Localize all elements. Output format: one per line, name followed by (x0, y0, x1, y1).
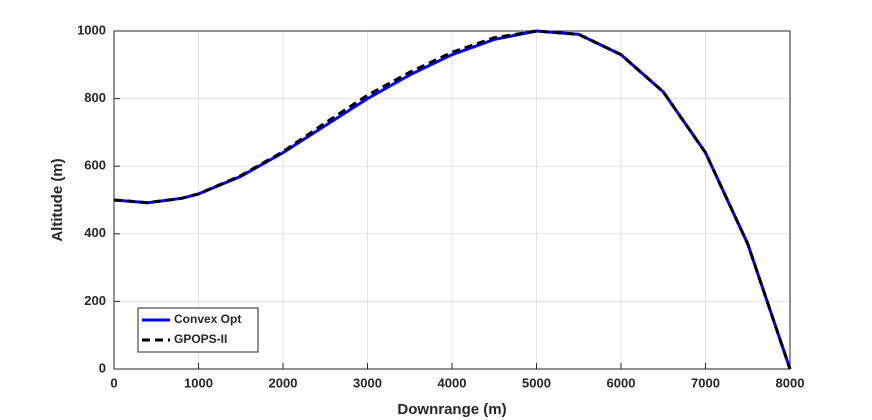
x-axis-label: Downrange (m) (397, 401, 506, 418)
y-tick-label: 0 (99, 360, 106, 375)
x-tick-label: 5000 (522, 375, 551, 390)
x-tick-label: 7000 (691, 375, 720, 390)
x-tick-label: 6000 (607, 375, 636, 390)
x-tick-label: 1000 (184, 375, 213, 390)
y-tick-label: 400 (84, 225, 106, 240)
x-tick-label: 2000 (269, 375, 298, 390)
legend-label: Convex Opt (174, 312, 241, 326)
y-tick-label: 1000 (77, 22, 106, 37)
y-tick-label: 800 (84, 90, 106, 105)
x-tick-label: 4000 (438, 375, 467, 390)
legend-box (137, 307, 259, 353)
x-tick-label: 3000 (353, 375, 382, 390)
legend-label: GPOPS-II (174, 332, 227, 346)
y-tick-label: 600 (84, 158, 106, 173)
series-line (113, 29, 792, 370)
y-axis-label: Altitude (m) (49, 158, 66, 241)
x-tick-label: 8000 (776, 375, 805, 390)
y-tick-label: 200 (84, 293, 106, 308)
x-tick-label: 0 (110, 375, 117, 390)
